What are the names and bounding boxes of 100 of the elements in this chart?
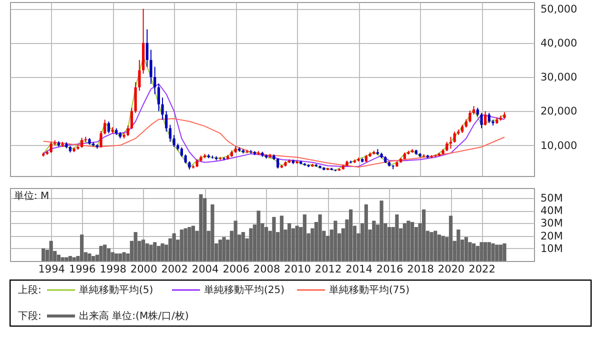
bar	[387, 227, 392, 261]
bar	[210, 204, 214, 261]
legend-title: 上段:	[18, 284, 42, 296]
bar	[456, 230, 460, 261]
x-tick-label: 2008	[253, 264, 280, 276]
legend-label: 単純移動平均(5)	[79, 284, 154, 296]
legend-title: 下段:	[18, 310, 42, 322]
bar	[72, 257, 76, 261]
bar	[49, 240, 53, 261]
x-tick-label: 2010	[284, 264, 311, 276]
candlestick	[150, 49, 152, 84]
candlestick	[134, 82, 137, 114]
line-series	[42, 118, 505, 168]
line-series	[42, 56, 505, 172]
bar	[334, 220, 338, 261]
candlestick	[146, 28, 148, 68]
bar	[141, 240, 146, 261]
candlestick	[180, 146, 183, 158]
bar	[472, 243, 476, 261]
bar	[172, 233, 176, 261]
bar	[406, 220, 410, 261]
bar	[202, 198, 207, 261]
x-tick-label: 2022	[468, 264, 496, 276]
bar	[249, 228, 253, 261]
bar	[495, 244, 499, 261]
bar	[448, 216, 453, 261]
bar	[199, 194, 203, 261]
candlestick	[130, 107, 134, 130]
bar	[88, 253, 92, 261]
candlestick	[157, 83, 160, 112]
x-tick-label: 2012	[314, 264, 342, 276]
y-tick-label: 30M	[540, 218, 563, 230]
x-tick-label: 2002	[161, 264, 188, 276]
bar	[110, 252, 114, 261]
bar	[437, 234, 441, 261]
bar	[134, 232, 138, 261]
bar	[56, 254, 60, 261]
bar	[184, 228, 188, 261]
x-tick-label: 2018	[407, 264, 434, 276]
bar	[153, 242, 157, 261]
y-tick-label: 40M	[540, 205, 563, 218]
bar	[42, 248, 46, 261]
legend-label: 単純移動平均(25)	[204, 284, 285, 296]
y-tick-label: 20,000	[540, 106, 578, 118]
candlestick	[480, 112, 483, 129]
x-tick-label: 2000	[130, 264, 158, 276]
bar	[64, 257, 68, 261]
bar	[118, 253, 122, 261]
bar	[395, 214, 399, 261]
bar	[180, 230, 184, 261]
y-tick-label: 20M	[540, 230, 563, 242]
bar	[156, 246, 160, 261]
y-tick-label: 50M	[540, 192, 563, 205]
candlestick	[276, 158, 280, 169]
bar	[484, 242, 488, 261]
legend-label: 出来高 単位:(M株/口/枚)	[79, 310, 189, 322]
y-tick-label: 50,000	[540, 3, 578, 16]
candlestick	[484, 110, 487, 126]
bar	[222, 237, 226, 261]
candlestick	[161, 97, 164, 120]
candlestick	[126, 125, 130, 137]
candlestick	[446, 141, 448, 152]
bar	[264, 227, 268, 261]
bar	[318, 214, 322, 261]
x-tick-label: 2016	[376, 264, 404, 276]
x-tick-label: 2004	[192, 264, 219, 276]
bar	[68, 256, 72, 261]
candlestick	[50, 141, 52, 154]
x-tick-label: 1994	[38, 264, 66, 276]
bar	[99, 246, 103, 261]
candlestick	[104, 119, 106, 135]
candlestick	[488, 112, 490, 124]
candlestick	[468, 110, 472, 123]
bar	[234, 220, 238, 261]
bar	[364, 204, 368, 261]
bar	[480, 242, 484, 261]
bar	[380, 200, 384, 261]
bar	[302, 214, 306, 261]
candlestick	[172, 134, 176, 148]
x-tick-label: 1998	[100, 264, 126, 276]
bar	[491, 243, 495, 261]
bar	[498, 244, 502, 261]
bar	[348, 209, 353, 261]
legend-label: 単純移動平均(75)	[329, 284, 410, 296]
bar	[422, 209, 426, 261]
candlestick	[107, 120, 110, 134]
bar	[280, 216, 284, 261]
y-tick-label: 30,000	[540, 72, 578, 84]
bar	[464, 237, 468, 261]
bar	[60, 257, 64, 261]
candlestick	[80, 137, 84, 148]
candlestick	[154, 66, 156, 95]
bar	[410, 222, 414, 261]
bar	[92, 256, 96, 261]
candlestick	[54, 140, 56, 146]
bar	[241, 232, 245, 261]
line-series	[42, 83, 505, 167]
bar	[430, 232, 434, 261]
bar	[145, 243, 149, 261]
x-tick-label: 2014	[346, 264, 373, 276]
